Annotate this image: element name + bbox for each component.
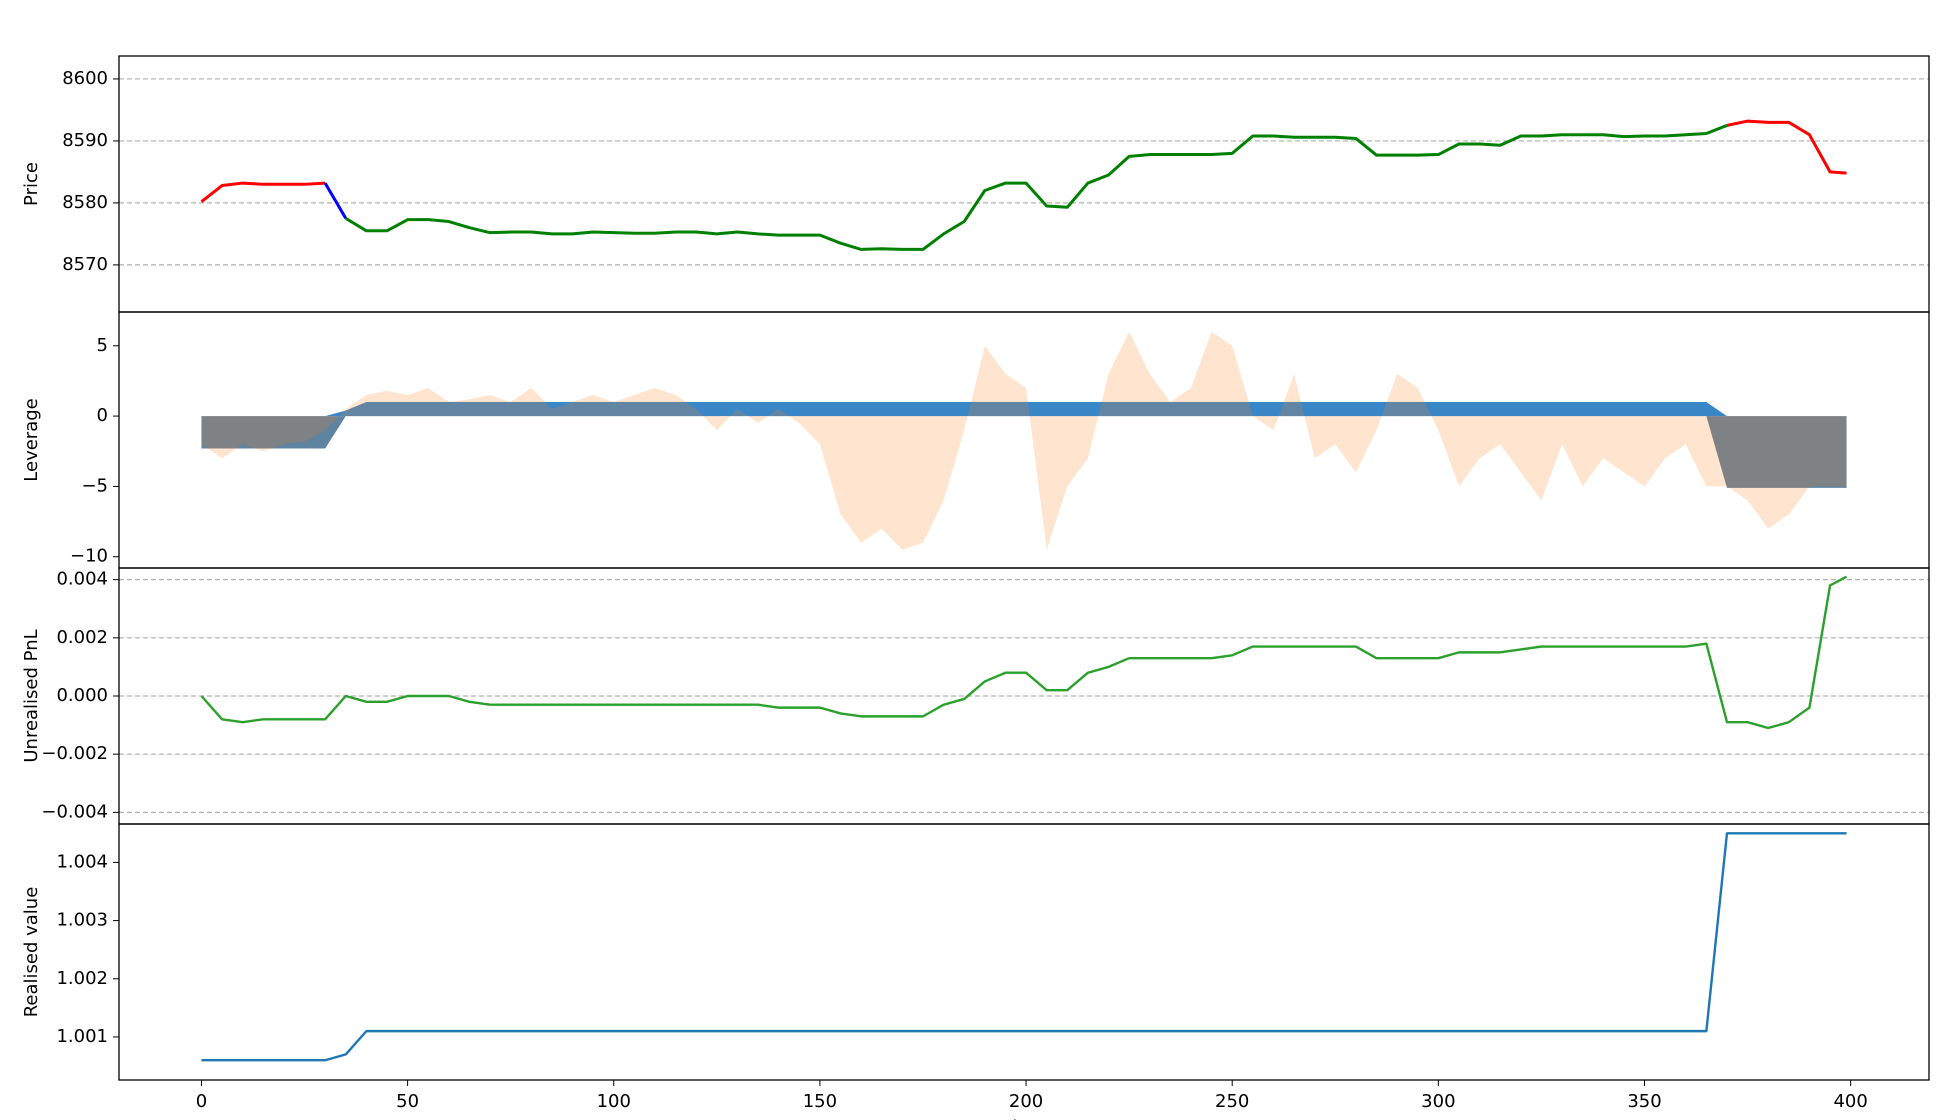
x-tick-label: 50 [396,1091,419,1112]
plot-area [201,331,1847,550]
plot-area [200,119,1847,251]
y-tick-label: 1.001 [56,1026,108,1047]
y-tick-label: −0.002 [41,743,108,764]
axes-frame [118,823,1930,1081]
y-tick-label: 0.004 [56,569,108,590]
y-tick-label: 1.002 [56,968,108,989]
y-tick-label: −10 [70,546,108,567]
y-tick-label: 8580 [62,192,108,213]
y-tick-label: 0 [97,405,108,426]
plot-area [200,575,1848,730]
y-tick-label: −5 [81,475,108,496]
y-tick-label: −0.004 [41,801,108,822]
subplot: 8570 8580 8590 8600 Price [21,55,1930,313]
line [201,832,1847,1062]
y-axis-label: Unrealised PnL [21,629,42,762]
y-tick-label: 1.004 [56,851,108,872]
x-tick-label: 400 [1833,1091,1867,1112]
y-tick-label: 5 [97,335,108,356]
x-tick-label: 100 [597,1091,631,1112]
line [344,124,1728,251]
subplot: −0.004 −0.002 0.000 0.002 0.004 Unrealised Pn… [21,567,1930,825]
y-tick-label: 0.002 [56,627,108,648]
x-tick-label: 150 [803,1091,837,1112]
subplot: 1.001 1.002 1.003 1.004 Realised value 0 50 100… [21,823,1930,1120]
line [200,119,1847,203]
y-tick-label: 8590 [62,130,108,151]
y-axis-label: Leverage [21,398,42,481]
x-tick-label: 300 [1421,1091,1455,1112]
x-tick-label: 0 [196,1091,207,1112]
x-tick-label: 250 [1215,1091,1249,1112]
y-tick-label: 8570 [62,254,108,275]
y-axis-label: Realised value [21,887,42,1018]
y-axis-label: Price [21,162,42,206]
y-tick-label: 1.003 [56,910,108,931]
x-tick-label: 350 [1627,1091,1661,1112]
area [201,331,1847,550]
line [323,182,348,220]
area [201,402,1847,417]
x-axis-label: Time [1001,1117,1046,1120]
subplot: −10 −5 0 5 Leverage [21,311,1930,569]
y-tick-label: 8600 [62,68,108,89]
plot-area [201,832,1847,1062]
x-tick-label: 200 [1009,1091,1043,1112]
y-tick-label: 0.000 [56,685,108,706]
line [200,575,1848,730]
